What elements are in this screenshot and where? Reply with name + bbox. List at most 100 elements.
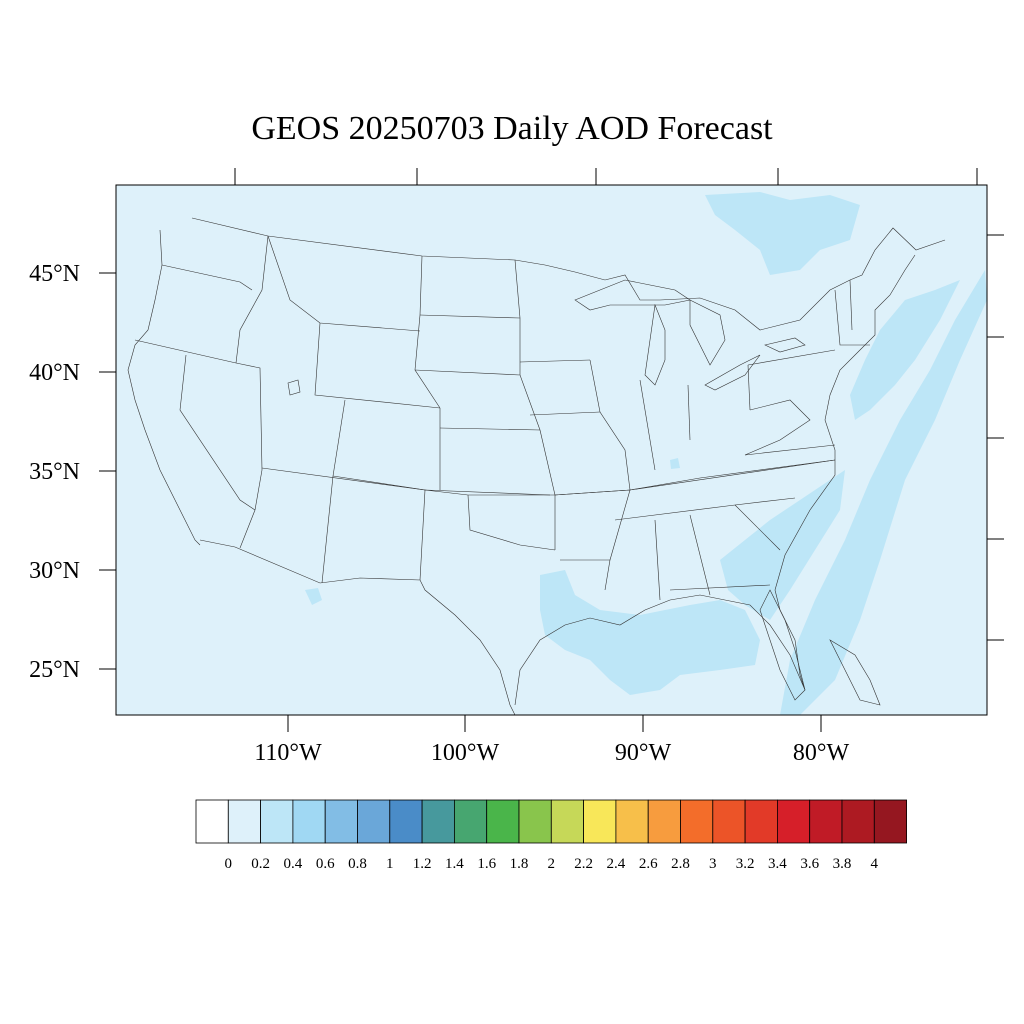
coast-pacific [127,229,201,546]
colorbar-labels: 0 0.2 0.4 0.6 0.8 1 1.2 1.4 1.6 1.8 2 2.2 2.4 2.6 2.8 3… [225,856,879,872]
colorbar-label: 4 [871,856,879,872]
lat-label: 40°N [29,360,80,386]
lat-label: 30°N [29,558,80,584]
border-mo-ar [554,489,631,496]
colorbar-swatch [550,799,584,844]
colorbar-label: 3.8 [833,856,852,872]
colorbar-label: 0 [225,856,233,872]
colorbar-swatch [777,799,811,844]
colorbar-label: 0.8 [348,856,367,872]
state-boundaries [127,217,946,715]
border-pa-ny [747,349,836,366]
left-ticks [99,272,116,670]
border-az [239,469,263,549]
colorbar-swatch [841,799,875,844]
aod-elevated-layer [305,192,987,715]
colorbar [195,799,907,844]
border-ia-mo [529,411,601,416]
lake-ontario [764,337,806,353]
cuba-bahamas [829,639,881,706]
lake-huron [689,299,726,366]
colorbar-label: 2.2 [574,856,593,872]
border-vt-nh [849,279,853,331]
border-in-oh [687,384,691,441]
colorbar-label: 2.6 [639,856,658,872]
right-ticks [987,234,1004,641]
border-oh-pa [747,364,751,411]
colorbar-label: 1 [386,856,394,872]
lake-michigan [644,303,666,386]
aod-region-southeast [720,470,845,620]
border-ok-tx [467,494,556,551]
colorbar-label: 1.6 [477,856,496,872]
border-ms-al [654,519,661,601]
lon-label: 110°W [254,740,322,766]
colorbar-swatch [518,799,552,844]
lon-label: 90°W [615,740,672,766]
border-mn-ia [519,359,591,363]
colorbar-label: 1.8 [510,856,529,872]
lon-label: 80°W [793,740,850,766]
colorbar-swatch [744,799,778,844]
aod-region-atlantic [780,270,987,715]
border-dakotas-mn [514,259,556,550]
colorbar-swatch [357,799,391,844]
map-frame [115,184,988,716]
colorbar-swatch [421,799,455,844]
colorbar-swatch [680,799,714,844]
colorbar-swatch [809,799,843,844]
border-ut-co [332,399,346,477]
colorbar-swatch [453,799,488,844]
aod-region-gulf [540,570,760,695]
lat-label: 45°N [29,261,80,287]
border-mt-nd [414,255,441,409]
bottom-ticks [287,715,822,732]
colorbar-swatch [486,799,520,844]
florida-peninsula [759,589,806,701]
border-ne-ks [439,427,541,431]
top-ticks [234,168,978,185]
colorbar-label: 0.2 [251,856,270,872]
border-ca-nv [179,354,256,511]
border-va-wv [744,399,811,456]
border-nd-sd [419,314,521,319]
colorbar-label: 2.4 [607,856,626,872]
border-wa-or [161,264,253,291]
border-ms-river [589,359,631,591]
border-canada [191,217,946,331]
border-ga-fl [669,584,771,591]
colorbar-label: 3 [709,856,717,872]
border-al-ga [689,514,711,596]
colorbar-swatch [324,799,358,844]
lat-label: 35°N [29,459,80,485]
border-nv-ut [235,362,263,471]
colorbar-swatch [712,799,746,844]
lon-labels: 110°W 100°W 90°W 80°W [254,740,849,766]
border-mt [267,235,421,332]
border-id [235,235,269,364]
colorbar-label: 0.6 [316,856,335,872]
border-nc-va [744,444,836,456]
border-ga-sc [734,504,781,551]
lon-label: 100°W [431,740,500,766]
aod-region-atlantic-north [850,280,960,420]
colorbar-label: 2 [548,856,556,872]
border-or-ca [134,339,237,364]
colorbar-swatch [615,799,649,844]
colorbar-label: 3.2 [736,856,755,872]
aod-region-small-patch [670,458,680,469]
coast-gulf [514,589,806,706]
colorbar-label: 1.4 [445,856,464,872]
border-ny-ne [834,289,870,346]
border-ks-ok [424,489,551,496]
colorbar-label: 1.2 [413,856,432,872]
aod-region-baja-patch [305,588,322,605]
colorbar-label: 3.6 [800,856,819,872]
colorbar-swatch [227,799,262,844]
coast-atlantic [774,254,916,591]
lake-erie [704,354,761,391]
colorbar-label: 3.4 [768,856,787,872]
colorbar-swatch [583,799,617,844]
colorbar-label: 2.8 [671,856,690,872]
